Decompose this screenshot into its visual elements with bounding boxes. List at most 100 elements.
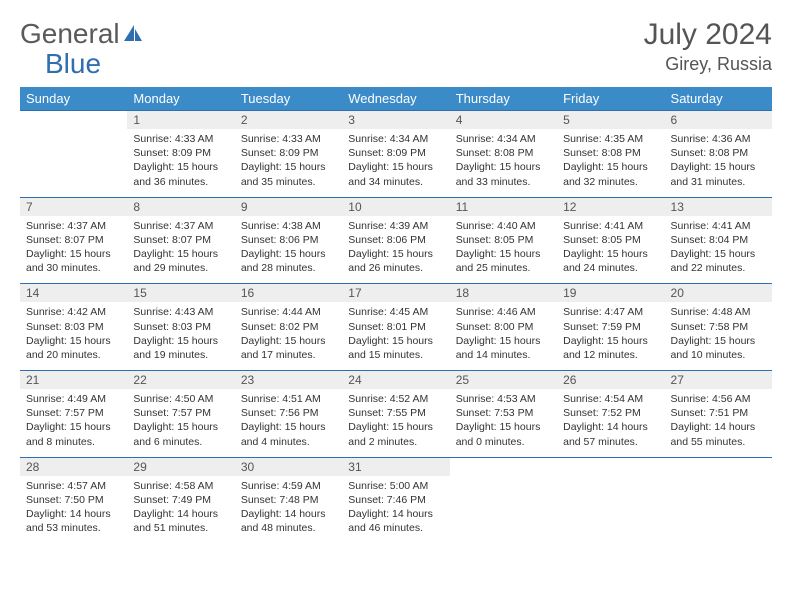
sunset-label: Sunset: 7:48 PM (241, 494, 319, 506)
day-number: 23 (235, 371, 342, 390)
day-number: 9 (235, 197, 342, 216)
day-number: 4 (450, 111, 557, 130)
daylight-label: Daylight: 15 hours and 34 minutes. (348, 161, 433, 187)
dow-saturday: Saturday (665, 87, 772, 111)
daylight-label: Daylight: 14 hours and 46 minutes. (348, 508, 433, 534)
day-details: Sunrise: 4:41 AMSunset: 8:05 PMDaylight:… (557, 216, 664, 284)
daylight-label: Daylight: 15 hours and 6 minutes. (133, 421, 218, 447)
calendar-table: Sunday Monday Tuesday Wednesday Thursday… (20, 87, 772, 544)
day-details: Sunrise: 4:45 AMSunset: 8:01 PMDaylight:… (342, 302, 449, 370)
day-number: 12 (557, 197, 664, 216)
dow-thursday: Thursday (450, 87, 557, 111)
daylight-label: Daylight: 15 hours and 2 minutes. (348, 421, 433, 447)
daynum-row: 123456 (20, 111, 772, 130)
day-details: Sunrise: 4:58 AMSunset: 7:49 PMDaylight:… (127, 476, 234, 544)
sunset-label: Sunset: 7:46 PM (348, 494, 426, 506)
day-number: 30 (235, 457, 342, 476)
daylight-label: Daylight: 15 hours and 24 minutes. (563, 248, 648, 274)
daylight-label: Daylight: 15 hours and 32 minutes. (563, 161, 648, 187)
sunrise-label: Sunrise: 4:35 AM (563, 133, 643, 145)
sunset-label: Sunset: 8:01 PM (348, 321, 426, 333)
daynum-row: 14151617181920 (20, 284, 772, 303)
day-details: Sunrise: 4:47 AMSunset: 7:59 PMDaylight:… (557, 302, 664, 370)
day-details: Sunrise: 4:38 AMSunset: 8:06 PMDaylight:… (235, 216, 342, 284)
day-number: 20 (665, 284, 772, 303)
page-title: July 2024 (644, 18, 772, 52)
sunrise-label: Sunrise: 4:52 AM (348, 393, 428, 405)
empty-cell (450, 476, 557, 544)
location-label: Girey, Russia (644, 54, 772, 75)
day-details: Sunrise: 4:57 AMSunset: 7:50 PMDaylight:… (20, 476, 127, 544)
dow-tuesday: Tuesday (235, 87, 342, 111)
day-number: 31 (342, 457, 449, 476)
day-number: 22 (127, 371, 234, 390)
day-details: Sunrise: 4:44 AMSunset: 8:02 PMDaylight:… (235, 302, 342, 370)
sunset-label: Sunset: 8:07 PM (133, 234, 211, 246)
day-number: 15 (127, 284, 234, 303)
sunrise-label: Sunrise: 4:34 AM (348, 133, 428, 145)
logo-line2: Blue (45, 48, 101, 80)
day-body-row: Sunrise: 4:49 AM Sunset: 7:57 PM Daylight:… (20, 389, 772, 457)
daylight-label: Daylight: 14 hours and 55 minutes. (671, 421, 756, 447)
daylight-label: Daylight: 15 hours and 10 minutes. (671, 335, 756, 361)
day-number: 25 (450, 371, 557, 390)
daylight-label: Daylight: 15 hours and 20 minutes. (26, 335, 111, 361)
sunrise-label: Sunrise: 4:34 AM (456, 133, 536, 145)
day-details: Sunrise: 4:46 AMSunset: 8:00 PMDaylight:… (450, 302, 557, 370)
sunset-label: Sunset: 7:58 PM (671, 321, 749, 333)
day-number: 13 (665, 197, 772, 216)
sunrise-label: Sunrise: 4:46 AM (456, 306, 536, 318)
sunset-label: Sunset: 8:08 PM (671, 147, 749, 159)
daylight-label: Daylight: 15 hours and 4 minutes. (241, 421, 326, 447)
daylight-label: Daylight: 14 hours and 57 minutes. (563, 421, 648, 447)
dow-sunday: Sunday (20, 87, 127, 111)
day-details: Sunrise: 4:50 AMSunset: 7:57 PMDaylight:… (127, 389, 234, 457)
sunset-label: Sunset: 8:03 PM (133, 321, 211, 333)
daylight-label: Daylight: 15 hours and 25 minutes. (456, 248, 541, 274)
sunrise-label: Sunrise: 4:53 AM (456, 393, 536, 405)
empty-cell (20, 111, 127, 130)
empty-cell (557, 476, 664, 544)
daylight-label: Daylight: 15 hours and 35 minutes. (241, 161, 326, 187)
day-number: 16 (235, 284, 342, 303)
sunrise-label: Sunrise: 4:54 AM (563, 393, 643, 405)
sunset-label: Sunset: 8:03 PM (26, 321, 104, 333)
day-details: Sunrise: 4:40 AM Sunset: 8:05 PM Daylight:… (450, 216, 557, 284)
day-number: 26 (557, 371, 664, 390)
sunset-label: Sunset: 8:07 PM (26, 234, 104, 246)
sunset-label: Sunset: 8:05 PM (456, 234, 534, 246)
sunset-label: Sunset: 7:57 PM (133, 407, 211, 419)
sunset-label: Sunset: 7:53 PM (456, 407, 534, 419)
sunrise-label: Sunrise: 4:45 AM (348, 306, 428, 318)
day-number: 1 (127, 111, 234, 130)
sunset-label: Sunset: 8:09 PM (348, 147, 426, 159)
sunset-label: Sunset: 7:55 PM (348, 407, 426, 419)
dow-header-row: Sunday Monday Tuesday Wednesday Thursday… (20, 87, 772, 111)
day-number: 14 (20, 284, 127, 303)
sunset-label: Sunset: 7:57 PM (26, 407, 104, 419)
daynum-row: 78910111213 (20, 197, 772, 216)
daylight-label: Daylight: 15 hours and 33 minutes. (456, 161, 541, 187)
sunrise-label: Sunrise: 4:33 AM (133, 133, 213, 145)
day-details: Sunrise: 4:53 AMSunset: 7:53 PMDaylight:… (450, 389, 557, 457)
sunset-label: Sunset: 8:09 PM (133, 147, 211, 159)
daylight-label: Daylight: 14 hours and 51 minutes. (133, 508, 218, 534)
day-body-row: Sunrise: 4:42 AMSunset: 8:03 PMDaylight:… (20, 302, 772, 370)
dow-wednesday: Wednesday (342, 87, 449, 111)
day-number: 24 (342, 371, 449, 390)
empty-cell (20, 129, 127, 197)
day-number: 3 (342, 111, 449, 130)
sunset-label: Sunset: 8:02 PM (241, 321, 319, 333)
sunrise-label: Sunrise: 4:37 AM (133, 220, 213, 232)
daylight-label: Daylight: 15 hours and 36 minutes. (133, 161, 218, 187)
day-details: Sunrise: 4:59 AMSunset: 7:48 PMDaylight:… (235, 476, 342, 544)
sunrise-label: Sunrise: 4:49 AM (26, 393, 106, 405)
sunset-label: Sunset: 8:00 PM (456, 321, 534, 333)
sunrise-label: Sunrise: 4:40 AM (456, 220, 536, 232)
daylight-label: Daylight: 15 hours and 12 minutes. (563, 335, 648, 361)
sunrise-label: Sunrise: 4:41 AM (563, 220, 643, 232)
sunrise-label: Sunrise: 4:43 AM (133, 306, 213, 318)
day-details: Sunrise: 4:42 AMSunset: 8:03 PMDaylight:… (20, 302, 127, 370)
daylight-label: Daylight: 15 hours and 31 minutes. (671, 161, 756, 187)
daynum-row: 28293031 (20, 457, 772, 476)
